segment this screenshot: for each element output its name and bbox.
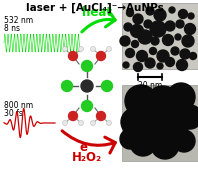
Circle shape xyxy=(169,7,175,13)
Circle shape xyxy=(157,50,169,62)
Text: e⁻: e⁻ xyxy=(80,141,94,154)
Circle shape xyxy=(146,86,180,120)
Circle shape xyxy=(151,37,159,45)
Circle shape xyxy=(63,121,68,125)
FancyArrowPatch shape xyxy=(62,131,115,153)
Circle shape xyxy=(163,35,173,46)
Circle shape xyxy=(62,81,72,91)
Text: laser + [AuCl₄]⁻→AuNPs: laser + [AuCl₄]⁻→AuNPs xyxy=(26,3,164,13)
Circle shape xyxy=(90,121,95,125)
Circle shape xyxy=(159,109,189,139)
Circle shape xyxy=(144,20,152,28)
Text: H₂O₂: H₂O₂ xyxy=(72,151,102,164)
Circle shape xyxy=(81,80,93,92)
Bar xyxy=(122,85,198,161)
Circle shape xyxy=(125,85,157,117)
Circle shape xyxy=(133,63,143,71)
Circle shape xyxy=(107,46,111,51)
Circle shape xyxy=(120,129,140,149)
Circle shape xyxy=(78,46,84,51)
Circle shape xyxy=(130,25,144,37)
Circle shape xyxy=(96,51,106,60)
Circle shape xyxy=(78,121,84,125)
Circle shape xyxy=(133,14,143,24)
Circle shape xyxy=(154,9,166,21)
Text: 8 ns: 8 ns xyxy=(4,24,20,33)
Circle shape xyxy=(130,130,156,156)
Text: heat: heat xyxy=(82,6,112,19)
Circle shape xyxy=(165,21,175,31)
Circle shape xyxy=(120,36,130,46)
Bar xyxy=(122,3,198,69)
Circle shape xyxy=(139,110,171,142)
Text: 30 fs: 30 fs xyxy=(4,109,23,118)
Circle shape xyxy=(180,49,190,59)
Circle shape xyxy=(121,108,149,136)
Circle shape xyxy=(102,81,112,91)
Circle shape xyxy=(166,57,174,67)
Circle shape xyxy=(173,130,195,152)
Circle shape xyxy=(145,58,155,68)
Circle shape xyxy=(157,63,163,69)
Circle shape xyxy=(146,7,154,15)
Circle shape xyxy=(138,30,152,44)
Circle shape xyxy=(123,62,129,68)
Text: 20 nm: 20 nm xyxy=(138,81,162,90)
Circle shape xyxy=(167,83,195,111)
Circle shape xyxy=(149,47,156,54)
Circle shape xyxy=(131,40,138,47)
Circle shape xyxy=(176,60,188,70)
Text: 800 nm: 800 nm xyxy=(4,101,33,110)
Circle shape xyxy=(151,131,179,159)
Circle shape xyxy=(136,50,148,61)
Circle shape xyxy=(82,60,92,71)
Circle shape xyxy=(178,105,198,129)
Circle shape xyxy=(188,13,194,19)
Circle shape xyxy=(179,9,188,19)
Circle shape xyxy=(171,47,179,55)
Circle shape xyxy=(124,23,132,31)
Circle shape xyxy=(69,112,77,121)
Circle shape xyxy=(185,23,195,35)
Circle shape xyxy=(175,34,181,40)
Circle shape xyxy=(96,112,106,121)
Circle shape xyxy=(176,20,184,28)
Text: 532 nm: 532 nm xyxy=(4,16,33,25)
Circle shape xyxy=(126,49,134,57)
Circle shape xyxy=(182,35,194,47)
Circle shape xyxy=(69,51,77,60)
Circle shape xyxy=(127,9,133,16)
Circle shape xyxy=(82,101,92,112)
Circle shape xyxy=(107,121,111,125)
Circle shape xyxy=(63,46,68,51)
Circle shape xyxy=(90,46,95,51)
FancyArrowPatch shape xyxy=(82,10,115,32)
Circle shape xyxy=(189,53,196,60)
Circle shape xyxy=(150,21,166,37)
